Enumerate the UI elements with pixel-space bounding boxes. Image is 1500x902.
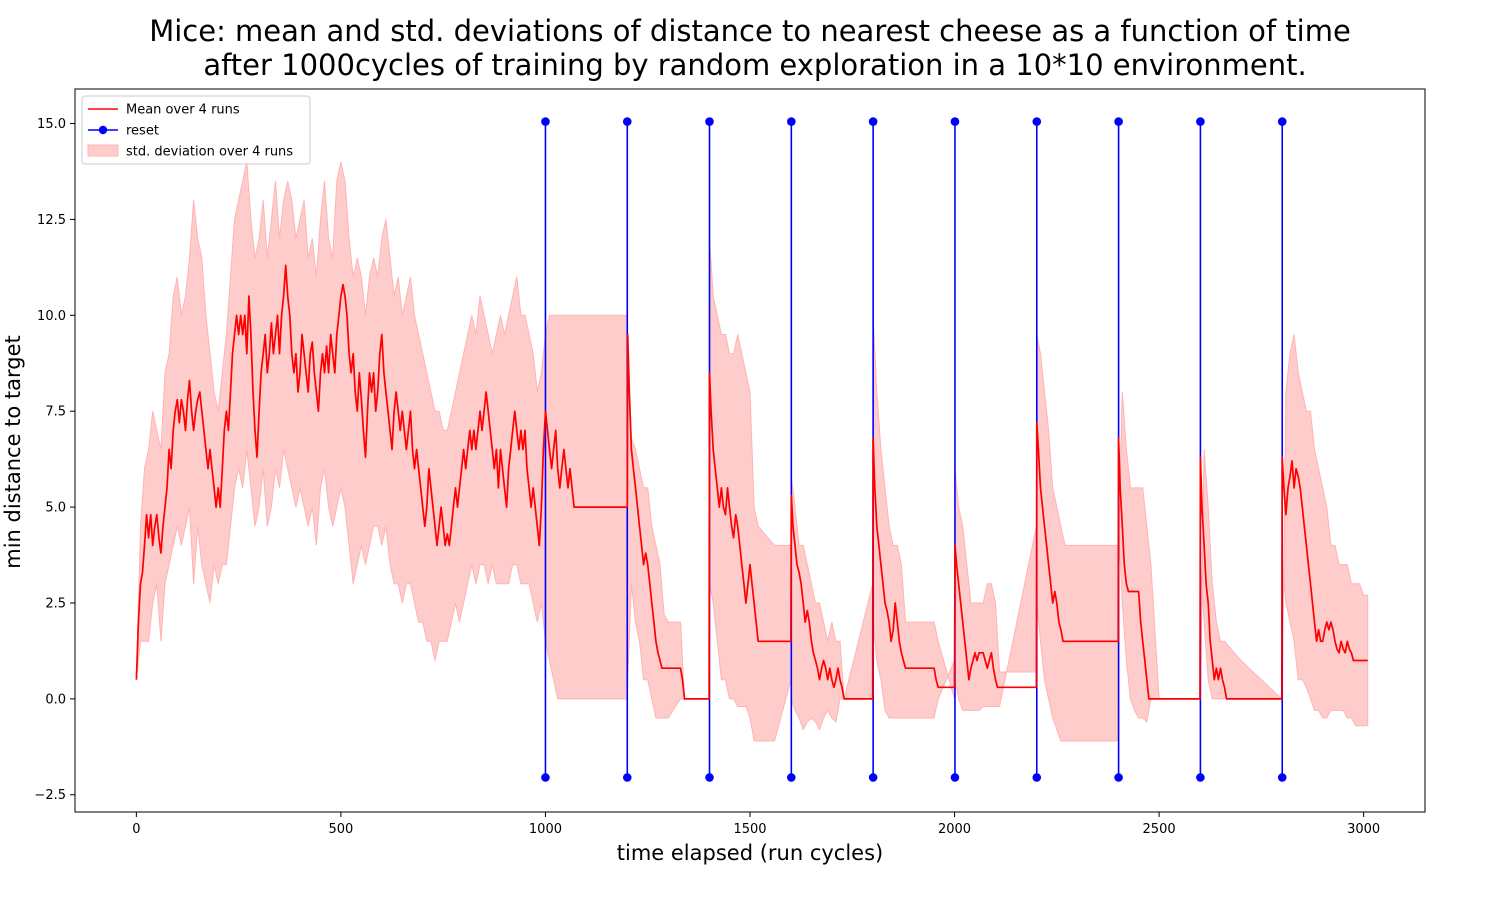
reset-marker-top-4 (868, 117, 878, 126)
legend-std-swatch (87, 144, 119, 157)
y-tick-label-3: 5.0 (45, 501, 66, 516)
legend-reset-marker (98, 125, 108, 135)
mean-line (135, 264, 1368, 700)
reset-marker-bottom-6 (1032, 773, 1042, 782)
reset-marker-top-0 (541, 117, 550, 126)
legend-reset-label: reset (126, 124, 159, 139)
x-tick-label-2000: 2000 (938, 822, 971, 837)
reset-marker-bottom-4 (868, 773, 878, 782)
reset-marker-bottom-1 (622, 773, 632, 782)
x-tick-label-3000: 3000 (1347, 822, 1380, 837)
y-axis: −2.5 0.0 2.5 5.0 7.5 10.0 12.5 15.0 (34, 117, 75, 803)
y-tick-label-6: 12.5 (37, 213, 66, 228)
reset-marker-bottom-0 (541, 773, 550, 782)
chart-title-line-1: Mice: mean and std. deviations of distan… (149, 14, 1351, 48)
x-tick-label-1000: 1000 (529, 822, 562, 837)
y-tick-label-1: 0.0 (45, 692, 66, 707)
y-tick-label-0: −2.5 (34, 788, 66, 803)
reset-marker-top-8 (1196, 117, 1205, 126)
y-axis-label: min distance to target (1, 335, 25, 569)
reset-marker-top-2 (705, 117, 714, 126)
reset-marker-top-1 (622, 117, 632, 126)
x-axis: 0 500 1000 1500 2000 2500 3000 (132, 812, 1380, 837)
x-tick-label-500: 500 (328, 822, 353, 837)
legend-mean-label: Mean over 4 runs (126, 103, 240, 118)
y-tick-label-2: 2.5 (45, 596, 66, 611)
x-tick-label-2500: 2500 (1143, 822, 1176, 837)
reset-marker-top-6 (1032, 117, 1042, 126)
legend-box (81, 95, 311, 165)
reset-marker-top-7 (1114, 117, 1123, 126)
reset-marker-bottom-8 (1196, 773, 1205, 782)
x-axis-label: time elapsed (run cycles) (617, 841, 883, 865)
legend: Mean over 4 runs reset std. deviation ov… (81, 95, 311, 165)
y-tick-label-7: 15.0 (37, 117, 66, 132)
reset-marker-bottom-2 (705, 773, 714, 782)
reset-marker-top-9 (1277, 117, 1287, 126)
legend-std-label: std. deviation over 4 runs (126, 145, 293, 160)
reset-marker-top-3 (787, 117, 796, 126)
mean-line-group (135, 264, 1368, 700)
reset-marker-bottom-5 (950, 773, 960, 782)
reset-marker-bottom-7 (1114, 773, 1123, 782)
x-tick-label-1500: 1500 (733, 822, 766, 837)
y-tick-label-5: 10.0 (37, 309, 66, 324)
reset-marker-bottom-9 (1277, 773, 1287, 782)
reset-marker-top-5 (950, 117, 960, 126)
chart-title-line-2: after 1000cycles of training by random e… (203, 48, 1306, 82)
x-tick-label-0: 0 (132, 822, 140, 837)
reset-marker-bottom-3 (787, 773, 796, 782)
y-tick-label-4: 7.5 (45, 405, 66, 420)
